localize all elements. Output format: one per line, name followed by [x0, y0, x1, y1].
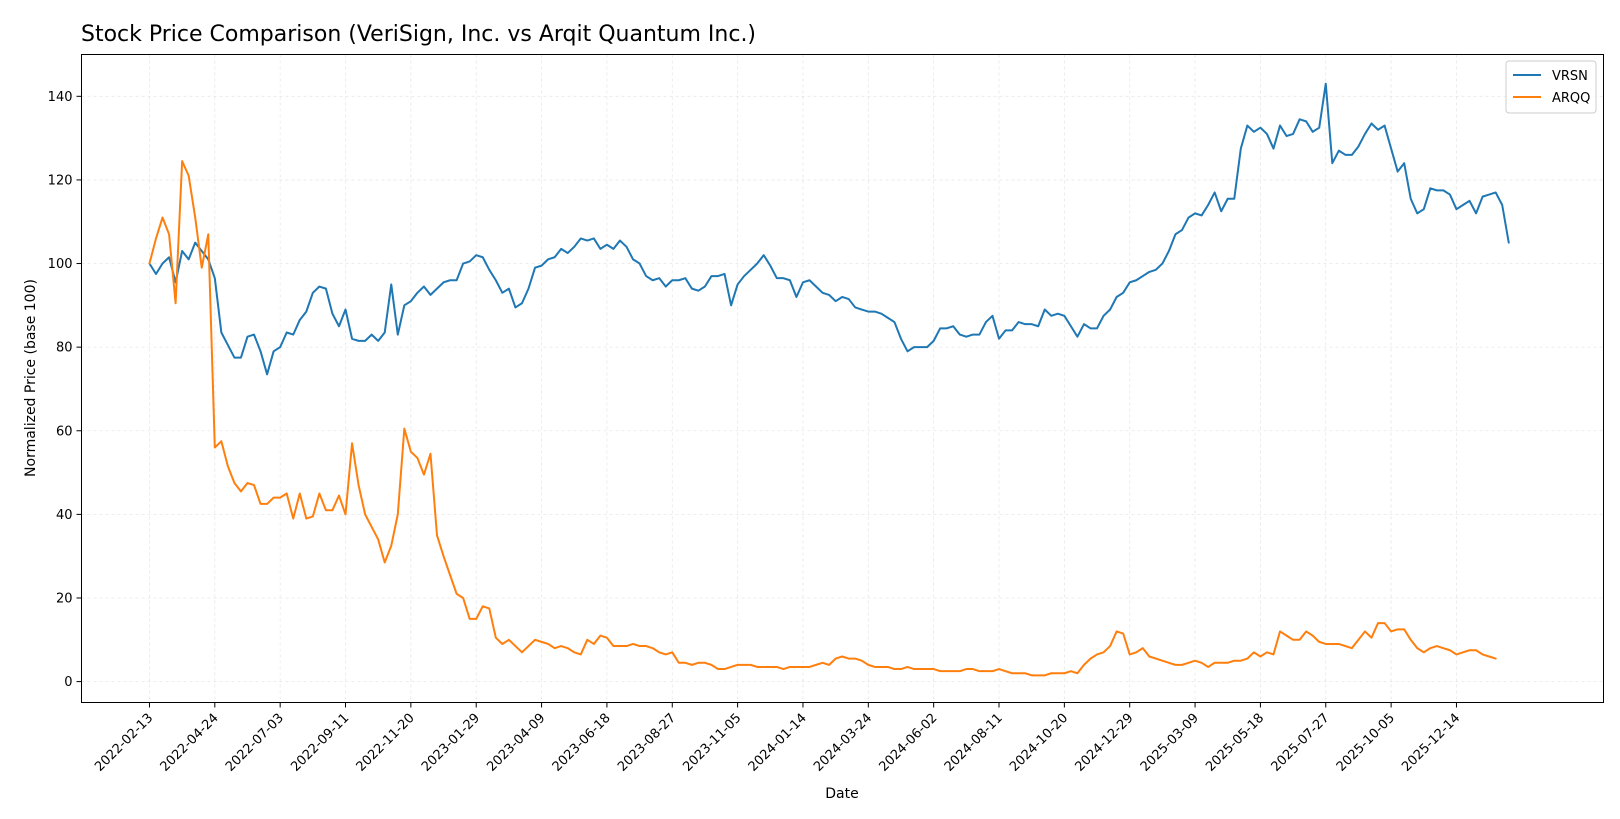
y-tick-label: 60: [56, 424, 73, 439]
y-tick-label: 100: [48, 257, 73, 272]
legend-label-vrsn: VRSN: [1552, 69, 1588, 84]
chart-title: Stock Price Comparison (VeriSign, Inc. v…: [81, 22, 756, 47]
gridlines: [81, 54, 1604, 703]
legend: VRSN ARQQ: [1505, 60, 1597, 114]
series-lines: [148, 82, 1510, 677]
y-tick-label: 0: [64, 675, 72, 690]
series-line-vrsn: [148, 82, 1510, 376]
y-axis-label: Normalized Price (base 100): [23, 279, 39, 477]
y-tick-label: 20: [56, 591, 73, 606]
y-axis-ticks: 0 20 40 60 80 100 120 140: [48, 90, 82, 690]
series-line-arqq: [148, 160, 1497, 677]
y-tick-label: 140: [48, 90, 73, 105]
y-tick-label: 80: [56, 341, 73, 356]
y-tick-label: 40: [56, 508, 73, 523]
plot-frame: [81, 54, 1604, 703]
y-tick-label: 120: [48, 173, 73, 188]
x-axis-label: Date: [825, 786, 858, 802]
legend-label-arqq: ARQQ: [1552, 91, 1590, 106]
